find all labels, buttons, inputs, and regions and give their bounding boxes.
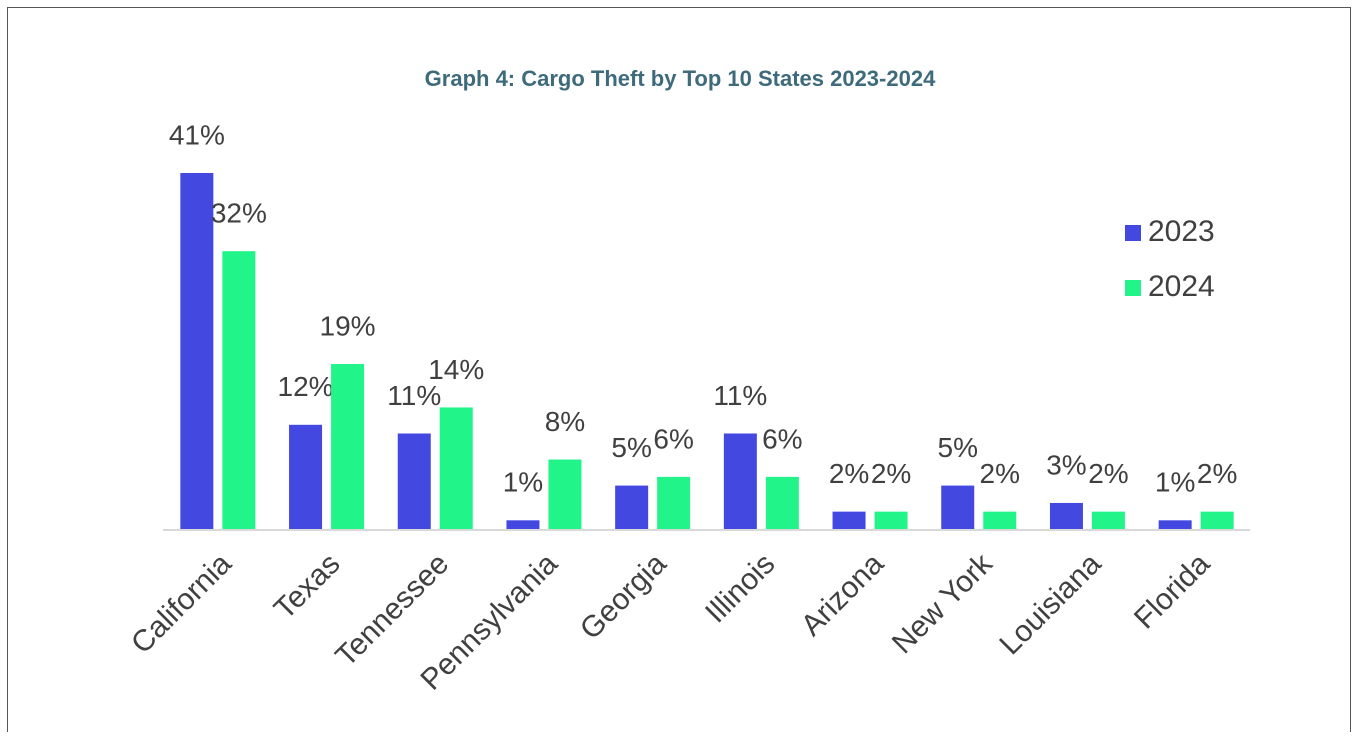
bar [832, 511, 866, 529]
data-label: 8% [545, 406, 585, 437]
legend-swatch [1125, 280, 1141, 296]
data-label: 12% [278, 371, 334, 402]
x-tick-label: Arizona [795, 547, 890, 642]
x-tick-label: California [125, 547, 238, 660]
legend-label: 2024 [1148, 270, 1215, 303]
bar [506, 520, 540, 529]
data-label: 32% [211, 198, 267, 229]
bar [874, 511, 908, 529]
data-label: 41% [169, 119, 225, 150]
data-label: 5% [611, 432, 651, 463]
x-tick-label: Florida [1128, 547, 1216, 635]
data-label: 2% [1088, 458, 1128, 489]
data-label: 11% [387, 380, 441, 411]
bar [941, 485, 975, 529]
data-label: 1% [1155, 467, 1195, 498]
bar [331, 364, 365, 529]
legend-label: 2023 [1148, 215, 1215, 248]
x-tick-label: Louisiana [993, 547, 1107, 661]
legend-swatch [1125, 225, 1141, 241]
x-tick-label: New York [886, 547, 1000, 661]
chart-frame [7, 7, 1351, 737]
data-label: 2% [871, 458, 911, 489]
chart-title: Graph 4: Cargo Theft by Top 10 States 20… [425, 66, 936, 91]
bar [657, 476, 691, 529]
data-label: 6% [653, 423, 693, 454]
data-label: 11% [713, 380, 767, 411]
x-tick-label: Georgia [574, 547, 673, 646]
bar [397, 433, 431, 529]
bar [723, 433, 757, 529]
bar [615, 485, 649, 529]
data-label: 2% [1197, 458, 1237, 489]
data-label: 2% [829, 458, 869, 489]
data-label: 2% [980, 458, 1020, 489]
data-label: 14% [428, 354, 484, 385]
bar [548, 459, 582, 529]
bar [1091, 511, 1125, 529]
bar [222, 251, 256, 529]
bar [180, 173, 214, 529]
data-label: 6% [762, 423, 802, 454]
bar [765, 476, 799, 529]
x-tick-label: Texas [268, 547, 347, 626]
bar [1200, 511, 1234, 529]
bar [983, 511, 1017, 529]
bar [1158, 520, 1192, 529]
x-tick-label: Illinois [699, 547, 781, 629]
bar [289, 424, 323, 529]
bar [1049, 502, 1083, 529]
data-label: 19% [320, 310, 376, 341]
data-label: 5% [938, 432, 978, 463]
bar [439, 407, 473, 529]
data-label: 3% [1046, 449, 1086, 480]
data-label: 1% [503, 467, 543, 498]
